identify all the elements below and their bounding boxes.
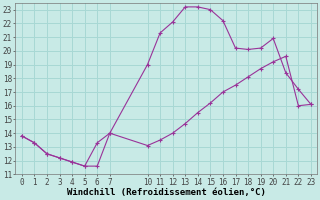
X-axis label: Windchill (Refroidissement éolien,°C): Windchill (Refroidissement éolien,°C) <box>67 188 266 197</box>
